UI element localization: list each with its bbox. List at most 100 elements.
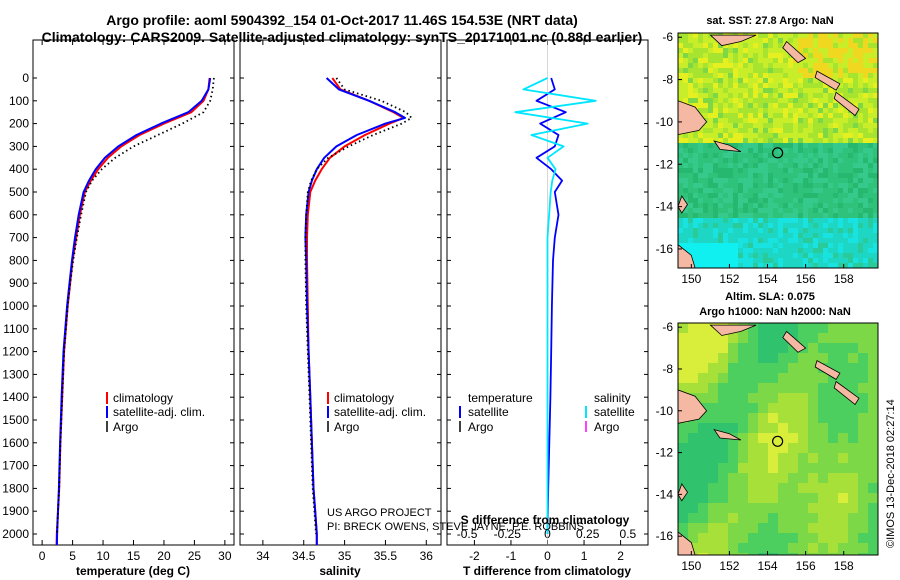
map-cell [753, 53, 759, 59]
map-cell [728, 248, 734, 254]
map-cell [678, 148, 684, 154]
map-cell [758, 473, 769, 484]
map-cell [768, 533, 779, 544]
map-cell [873, 123, 878, 129]
map-cell [833, 193, 839, 199]
map-cell [733, 78, 739, 84]
map-cell [838, 443, 849, 454]
map-cell [808, 163, 814, 169]
land-new-guinea [678, 389, 708, 424]
map-cell [858, 503, 869, 514]
map-cell [828, 208, 834, 214]
map-cell [768, 493, 779, 504]
map-cell [813, 158, 819, 164]
map-cell [743, 48, 749, 54]
map-cell [858, 413, 869, 424]
map-cell [873, 218, 878, 224]
map-cell [763, 83, 769, 89]
map-cell [753, 103, 759, 109]
map-cell [783, 233, 789, 239]
map-cell [818, 383, 829, 394]
map-cell [743, 83, 749, 89]
map-cell [833, 113, 839, 119]
map-cell [798, 123, 804, 129]
map-cell [723, 193, 729, 199]
map-cell [708, 533, 719, 544]
map-cell [813, 183, 819, 189]
map-cell [708, 373, 719, 384]
map-cell [758, 238, 764, 244]
map-cell [708, 323, 719, 334]
map-cell [733, 98, 739, 104]
map-cell [768, 203, 774, 209]
map-cell [703, 208, 709, 214]
map-cell [863, 63, 869, 69]
map-cell [798, 513, 809, 524]
map-cell [858, 433, 869, 444]
map-cell [753, 198, 759, 204]
map-cell [753, 248, 759, 254]
map-cell [858, 228, 864, 234]
map-cell [838, 38, 844, 44]
map-cell [858, 193, 864, 199]
map-cell [693, 223, 699, 229]
credit-pi: PI: BRECK OWENS, STEVE JAYNE, P.E. ROBBI… [327, 521, 584, 533]
sla-map [678, 323, 878, 555]
map-cell [803, 83, 809, 89]
map-cell [813, 233, 819, 239]
map-cell [748, 473, 759, 484]
map-cell [748, 38, 754, 44]
map-cell [848, 203, 854, 209]
map-cell [728, 343, 739, 354]
map-cell [713, 68, 719, 74]
map-cell [723, 53, 729, 59]
map-cell [763, 253, 769, 259]
map-cell [758, 228, 764, 234]
map-cell [828, 463, 839, 474]
map-cell [708, 223, 714, 229]
map-cell [818, 453, 829, 464]
map-cell [803, 198, 809, 204]
map-cell [738, 163, 744, 169]
map-cell [768, 253, 774, 259]
map-cell [748, 83, 754, 89]
map-cell [693, 33, 699, 39]
map-cell [753, 83, 759, 89]
series-line-climatology [55, 77, 211, 545]
map-cell [863, 148, 869, 154]
x-tick-label: 5 [69, 549, 76, 563]
map-cell [838, 433, 849, 444]
map-cell [683, 133, 689, 139]
map-cell [843, 188, 849, 194]
map-cell [713, 168, 719, 174]
map-cell [703, 183, 709, 189]
map-cell [688, 98, 694, 104]
map-cell [788, 148, 794, 154]
map-cell [758, 373, 769, 384]
map-cell [788, 208, 794, 214]
map-cell [848, 158, 854, 164]
map-cell [768, 223, 774, 229]
map-cell [713, 213, 719, 219]
x-top-tick-label: -0.5 [457, 527, 478, 541]
map-cell [793, 93, 799, 99]
map-cell [678, 433, 689, 444]
map-cell [778, 403, 789, 414]
map-cell [818, 433, 829, 444]
map-cell [678, 73, 684, 79]
map-cell [803, 33, 809, 39]
map-cell [758, 553, 769, 555]
map-cell [803, 193, 809, 199]
map-cell [743, 173, 749, 179]
map-cell [788, 533, 799, 544]
map-cell [793, 228, 799, 234]
map-cell [748, 43, 754, 49]
map-cell [768, 163, 774, 169]
map-cell [778, 63, 784, 69]
map-cell [768, 123, 774, 129]
map-cell [798, 108, 804, 114]
map-cell [773, 228, 779, 234]
map-cell [733, 58, 739, 64]
map-cell [678, 523, 689, 534]
map-cell [708, 118, 714, 124]
